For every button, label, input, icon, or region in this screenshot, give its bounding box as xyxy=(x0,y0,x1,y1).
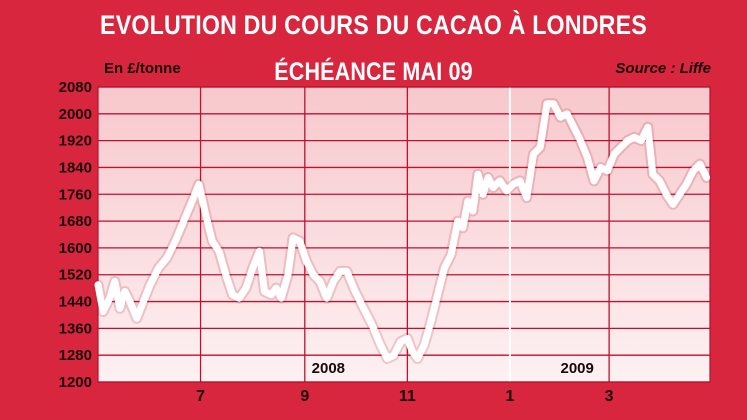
year-labels: 2008 2009 xyxy=(312,360,594,377)
y-axis: 2080 2000 1920 1840 1760 1680 1600 1520 1440 1360… xyxy=(59,79,92,391)
y-tick-label: 1840 xyxy=(59,159,92,176)
series-line xyxy=(94,100,711,362)
x-tick-label: 11 xyxy=(399,388,416,405)
y-tick-label: 1520 xyxy=(59,267,92,284)
x-axis: 7 9 11 1 3 xyxy=(196,388,614,405)
unit-label: En £/tonne xyxy=(104,60,181,77)
x-tick-label: 3 xyxy=(605,388,614,405)
y-tick-label: 2000 xyxy=(59,106,92,123)
y-tick-label: 1200 xyxy=(59,374,92,391)
series xyxy=(92,98,713,364)
year-label: 2009 xyxy=(560,360,593,377)
y-tick-label: 2080 xyxy=(59,79,92,96)
y-tick-label: 1360 xyxy=(59,320,92,337)
y-tick-label: 1280 xyxy=(59,347,92,364)
y-tick-label: 1680 xyxy=(59,213,92,230)
year-label: 2008 xyxy=(312,360,345,377)
x-tick-label: 7 xyxy=(196,388,205,405)
grid xyxy=(97,86,711,383)
x-tick-label: 9 xyxy=(300,388,309,405)
y-tick-label: 1600 xyxy=(59,240,92,257)
plot-border xyxy=(97,86,711,383)
x-tick-label: 1 xyxy=(505,388,514,405)
chart-subtitle: ÉCHÉANCE MAI 09 xyxy=(274,58,473,86)
source-label: Source : Liffe xyxy=(615,60,711,77)
chart-title: EVOLUTION DU COURS DU CACAO À LONDRES xyxy=(100,10,647,40)
y-tick-label: 1760 xyxy=(59,186,92,203)
y-tick-label: 1920 xyxy=(59,133,92,150)
y-tick-label: 1440 xyxy=(59,294,92,311)
